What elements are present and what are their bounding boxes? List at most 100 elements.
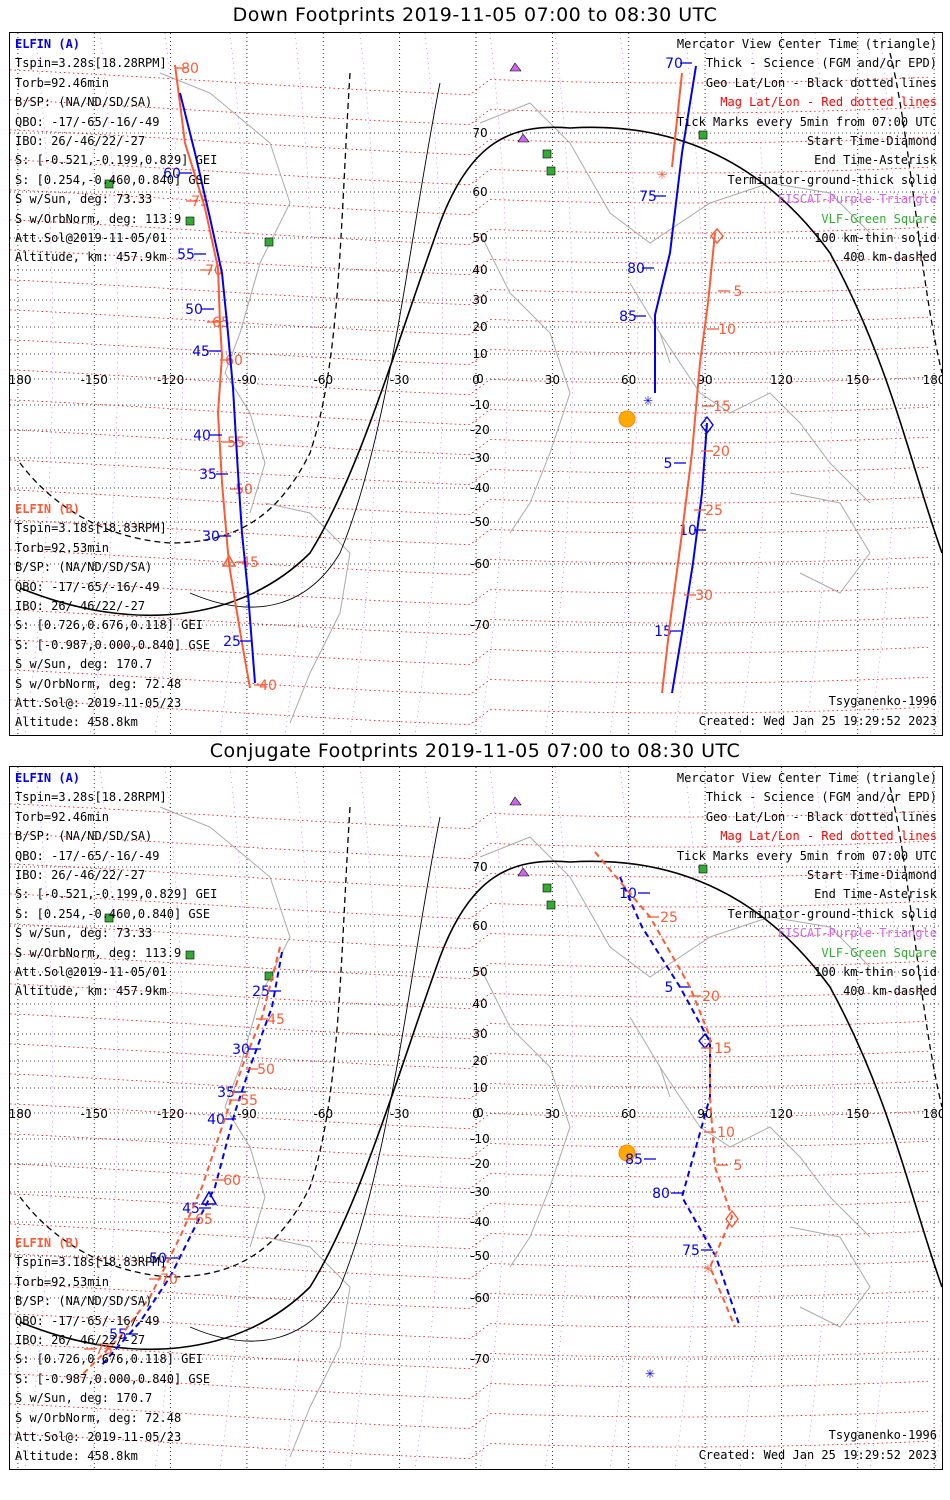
lon-tick-label: -60 <box>313 1107 333 1121</box>
elfin-b-line: S w/Sun, deg: 170.7 <box>15 657 153 672</box>
legend: Mercator View Center Time (triangle) Thi… <box>677 35 937 268</box>
elfin-b-tick-label: 40 <box>259 678 277 694</box>
lat-tick-label: 60 <box>472 185 487 199</box>
elfin-a-line: B/SP: (NA/ND/SD/SA) <box>15 95 153 110</box>
mag-lat-line <box>10 99 931 126</box>
conjugate-footprints-map: -180-150-120-90-60-300306090120150180706… <box>9 766 943 1470</box>
lon-tick-label: -90 <box>237 1107 257 1121</box>
elfin-b-line: S w/OrbNorm, deg: 72.48 <box>15 1410 182 1425</box>
mag-lat-line <box>10 1283 931 1310</box>
mag-lon-line <box>349 33 379 735</box>
terminator-100km-line <box>189 816 441 1342</box>
map-canvas-conjugate: -180-150-120-90-60-300306090120150180706… <box>10 767 942 1469</box>
model-label: Tsyganenko-1996 <box>828 1428 937 1443</box>
lon-tick-label: 60 <box>621 1107 636 1121</box>
elfin-a-line: S w/Sun, deg: 73.33 <box>15 192 153 207</box>
lat-tick-label: -70 <box>470 618 490 632</box>
elfin-a-tick-label: 40 <box>207 1112 225 1128</box>
lat-tick-label: 40 <box>472 997 487 1011</box>
created-timestamp: Created: Wed Jan 25 19:29:52 2023 <box>698 1447 937 1462</box>
elfin-b-tick-label: 45 <box>267 1012 285 1028</box>
elfin-a-tick-label: 75 <box>639 189 657 205</box>
elfin-b-line: QBO: -17/-65/-16/-49 <box>15 1313 160 1328</box>
lon-tick-label: -30 <box>390 373 410 387</box>
elfin-b-name: ELFIN (B) <box>15 502 81 516</box>
elfin-a-tick-label: 35 <box>199 467 217 483</box>
lon-tick-label: -150 <box>81 1107 108 1121</box>
elfin-b-line: Att.Sol@: 2019-11-05/23 <box>15 1429 182 1444</box>
elfin-b-line: IBO: 26/-46/22/-27 <box>15 598 146 613</box>
elfin-a-line: Att.Sol@2019-11-05/01 <box>15 964 167 979</box>
mag-lat-line <box>10 983 931 1010</box>
legend-item: Start Time-Diamond <box>806 133 937 148</box>
legend-item: Mercator View Center Time (triangle) <box>676 771 937 785</box>
lat-tick-label: 0 <box>476 1106 484 1120</box>
coastline <box>789 492 871 594</box>
elfin-a-name: ELFIN (A) <box>15 37 81 51</box>
elfin-a-line: IBO: 26/-46/22/-27 <box>15 133 146 148</box>
elfin-b-tick-label: 5 <box>734 1158 743 1174</box>
mag-lat-line <box>10 863 931 890</box>
mag-lat-line <box>10 69 931 96</box>
elfin-a-line: Altitude, km: 457.9km <box>15 250 167 265</box>
lon-tick-label: 30 <box>545 1107 560 1121</box>
elfin-a-tick-label: 60 <box>163 166 181 182</box>
elfin-b-line: S: [-0.987,0.000,0.840] GSE <box>15 1371 211 1386</box>
elfin-b-tick-label: 15 <box>714 1041 732 1057</box>
mag-lat-line <box>10 369 931 396</box>
elfin-b-line: Altitude: 458.8km <box>15 1449 138 1464</box>
lat-tick-label: 10 <box>472 1081 487 1095</box>
elfin-b-tick-label: 15 <box>713 399 731 415</box>
legend-item: Terminator-ground-thick solid <box>727 172 937 187</box>
coastline <box>159 72 291 514</box>
elfin-a-tick-label: 5 <box>664 456 673 472</box>
created-timestamp: Created: Wed Jan 25 19:29:52 2023 <box>698 713 937 728</box>
elfin-a-track <box>671 422 708 694</box>
elfin-b-line: Torb=92.53min <box>15 540 109 555</box>
legend-item: Thick - Science (FGM and/or EPD) <box>705 790 937 805</box>
sun-icon <box>618 1144 636 1162</box>
start-time-diamond <box>700 415 714 435</box>
elfin-b-track <box>661 232 716 694</box>
lat-tick-label: -30 <box>470 1185 490 1199</box>
lat-tick-label: 70 <box>472 126 487 140</box>
mag-lat-line <box>10 1373 931 1400</box>
lat-tick-label: 0 <box>476 372 484 386</box>
mag-lat-line <box>10 1133 931 1160</box>
legend-item: VLF-Green Square <box>821 211 937 226</box>
lat-tick-label: -20 <box>470 423 490 437</box>
elfin-a-line: Tspin=3.28s[18.28RPM] <box>15 790 167 805</box>
mag-lat-line <box>10 833 931 860</box>
mag-lat-line <box>10 953 931 980</box>
vlf-square <box>104 179 114 189</box>
lat-tick-label: -60 <box>470 557 490 571</box>
elfin-a-tick-label: 80 <box>627 261 645 277</box>
lat-tick-label: 60 <box>472 919 487 933</box>
vlf-square <box>546 166 556 176</box>
lat-tick-label: -60 <box>470 1291 490 1305</box>
elfin-a-line: Tspin=3.28s[18.28RPM] <box>15 56 167 71</box>
lon-tick-label: 180 <box>923 373 942 387</box>
elfin-b-name: ELFIN (B) <box>15 1236 81 1250</box>
lon-tick-label: 150 <box>846 373 869 387</box>
elfin-a-line: IBO: 26/-46/22/-27 <box>15 867 146 882</box>
eiscat-triangle <box>509 796 522 806</box>
coastline <box>479 836 871 978</box>
vlf-square <box>546 900 556 910</box>
lon-tick-label: 120 <box>770 1107 793 1121</box>
elfin-a-line: QBO: -17/-65/-16/-49 <box>15 114 160 129</box>
vlf-square <box>542 149 552 159</box>
lon-tick-label: -150 <box>81 373 108 387</box>
lon-tick-label: 30 <box>545 373 560 387</box>
model-label: Tsyganenko-1996 <box>828 694 937 709</box>
mag-lat-line <box>10 1163 931 1190</box>
legend-item: Mercator View Center Time (triangle) <box>676 37 937 51</box>
legend-item: End Time-Asterisk <box>814 153 937 168</box>
mag-lat-line <box>10 249 931 276</box>
mag-lon-line <box>284 767 314 1469</box>
legend-item: End Time-Asterisk <box>814 887 937 902</box>
elfin-b-line: Torb=92.53min <box>15 1274 109 1289</box>
terminator-line <box>19 126 942 617</box>
mag-lat-line <box>10 159 931 186</box>
elfin-a-tick-label: 85 <box>619 309 637 325</box>
